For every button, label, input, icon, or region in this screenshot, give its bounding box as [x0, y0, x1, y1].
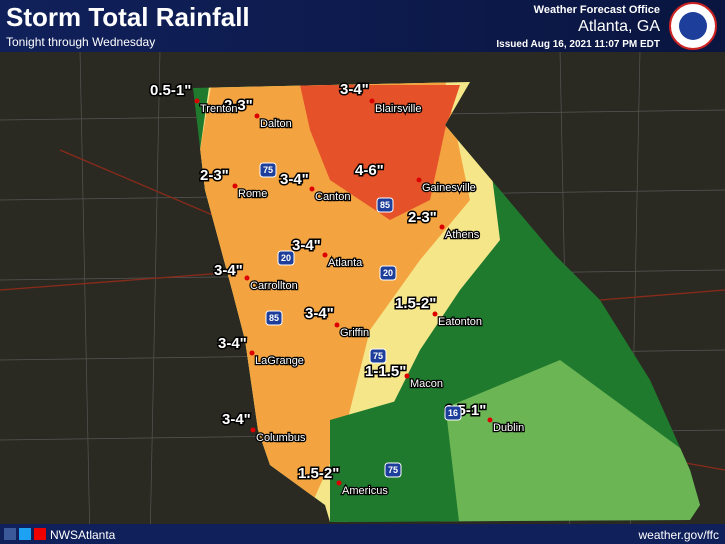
- city-dot: [250, 427, 256, 433]
- interstate-number: 85: [269, 313, 279, 323]
- city-dot: [439, 224, 445, 230]
- rainfall-label: 0.5-1": [150, 82, 191, 99]
- city-dot: [416, 177, 422, 183]
- rainfall-label: 1.5-2": [298, 465, 339, 482]
- footer-bar: [0, 524, 725, 544]
- city-name: Dalton: [260, 118, 292, 130]
- city-name: Canton: [315, 191, 350, 203]
- city-dot: [369, 98, 375, 104]
- rainfall-label: 3-4": [218, 335, 247, 352]
- interstate-number: 16: [448, 408, 458, 418]
- city-name: Rome: [238, 188, 267, 200]
- city-name: Griffin: [340, 327, 369, 339]
- city-name: Gainesville: [422, 182, 476, 194]
- city-name: Athens: [445, 229, 480, 241]
- city-name: Columbus: [256, 432, 306, 444]
- rainfall-label: 2-3": [200, 167, 229, 184]
- facebook-icon: [4, 528, 16, 540]
- social-handle: NWSAtlanta: [50, 528, 116, 542]
- interstate-number: 85: [380, 200, 390, 210]
- office: Weather Forecast Office: [534, 4, 660, 16]
- rainfall-label: 3-4": [340, 81, 369, 98]
- youtube-icon: [34, 528, 46, 540]
- interstate-shield: [376, 197, 394, 213]
- rainfall-label: 4-6": [355, 162, 384, 179]
- twitter-icon: [19, 528, 31, 540]
- interstate-number: 20: [383, 268, 393, 278]
- city-dot: [487, 417, 493, 423]
- city-name: Dublin: [493, 422, 524, 434]
- issued: Issued Aug 16, 2021 11:07 PM EDT: [496, 39, 660, 50]
- city-name: Trenton: [200, 103, 238, 115]
- rainfall-label: 1-1.5": [365, 363, 406, 380]
- interstate-number: 75: [263, 165, 273, 175]
- rainfall-label: 1.5-2": [395, 295, 436, 312]
- city-dot: [254, 113, 260, 119]
- area-green-central: [330, 360, 460, 522]
- city-dot: [334, 322, 340, 328]
- interstate-shield: [379, 265, 397, 281]
- interstate-shield: [259, 162, 277, 178]
- city-dot: [309, 186, 315, 192]
- city-name: Atlanta: [328, 257, 363, 269]
- website: weather.gov/ffc: [638, 528, 720, 542]
- title: Storm Total Rainfall: [6, 2, 250, 32]
- rainfall-label: 3-4": [280, 171, 309, 188]
- rainfall-label: 3-4": [292, 237, 321, 254]
- nws-logo-center: [679, 12, 707, 40]
- city-name: Americus: [342, 485, 388, 497]
- interstate-shield: [444, 405, 462, 421]
- city-dot: [404, 373, 410, 379]
- location: Atlanta, GA: [578, 18, 660, 35]
- city-dot: [249, 350, 255, 356]
- interstate-shield: [384, 462, 402, 478]
- rainfall-label: 3-4": [305, 305, 334, 322]
- area-red: [300, 85, 460, 220]
- interstate-shield: [265, 310, 283, 326]
- rainfall-label: 3-4": [222, 411, 251, 428]
- header-bar: [0, 0, 725, 52]
- city-name: Eatonton: [438, 316, 482, 328]
- city-dot: [194, 98, 200, 104]
- area-light-green: [440, 360, 700, 522]
- rainfall-label: 2-3": [224, 97, 253, 114]
- city-name: Carrollton: [250, 280, 298, 292]
- city-name: Macon: [410, 378, 443, 390]
- interstate-number: 20: [281, 253, 291, 263]
- city-dot: [244, 275, 250, 281]
- city-dot: [232, 183, 238, 189]
- rainfall-label: 3-4": [214, 262, 243, 279]
- city-dot: [432, 311, 438, 317]
- interstate-number: 75: [373, 351, 383, 361]
- interstate-shield: [369, 348, 387, 364]
- interstate-number: 75: [388, 465, 398, 475]
- city-name: Blairsville: [375, 103, 421, 115]
- city-name: LaGrange: [255, 355, 304, 367]
- rainfall-label: 2-3": [408, 209, 437, 226]
- interstate-shield: [277, 250, 295, 266]
- city-dot: [322, 252, 328, 258]
- subtitle: Tonight through Wednesday: [6, 35, 155, 49]
- city-dot: [336, 480, 342, 486]
